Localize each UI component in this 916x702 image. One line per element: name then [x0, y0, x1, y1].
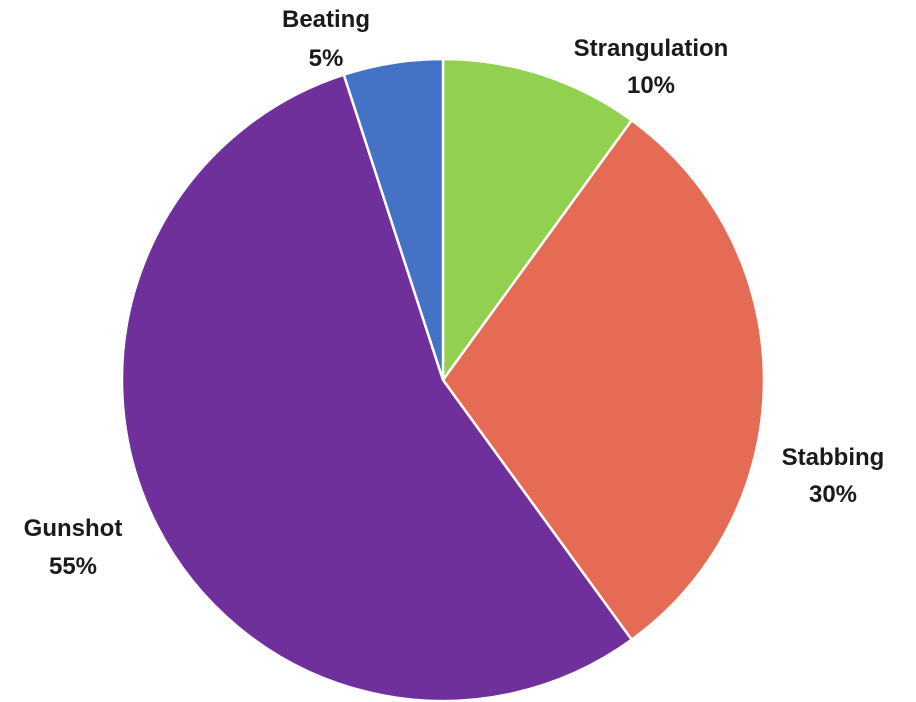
slice-name-label: Gunshot: [24, 515, 123, 542]
pie-slice-strangulation: [441, 57, 634, 384]
slice-label-gunshot: Gunshot 55%: [24, 515, 123, 580]
pie-slice-stabbing: [441, 118, 766, 642]
pie-slice-gunshot: [120, 73, 634, 702]
pie-labels: Strangulation 10% Stabbing 30% Gunshot 5…: [24, 6, 885, 580]
slice-value-label: 5%: [309, 45, 344, 72]
pie-slice-beating: [342, 57, 445, 381]
slice-name-label: Stabbing: [782, 444, 885, 471]
slice-name-label: Strangulation: [574, 35, 729, 62]
slice-value-label: 10%: [627, 72, 675, 99]
pie-slices: [120, 57, 766, 702]
slice-label-beating: Beating 5%: [282, 6, 370, 72]
slice-label-stabbing: Stabbing 30%: [782, 444, 885, 508]
slice-label-strangulation: Strangulation 10%: [574, 35, 729, 99]
slice-value-label: 30%: [809, 481, 857, 508]
slice-value-label: 55%: [49, 553, 97, 580]
slice-name-label: Beating: [282, 6, 370, 33]
